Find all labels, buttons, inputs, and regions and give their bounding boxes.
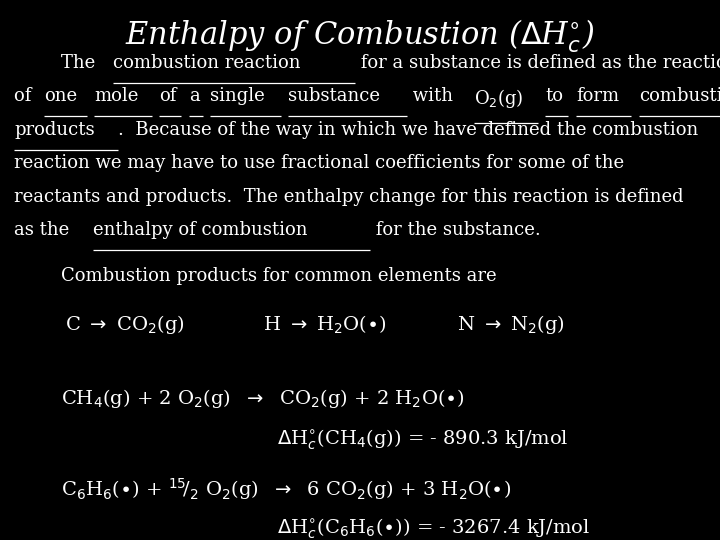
Text: a: a: [189, 87, 199, 105]
Text: of: of: [14, 87, 37, 105]
Text: to: to: [545, 87, 563, 105]
Text: combustion reaction: combustion reaction: [113, 54, 300, 72]
Text: Combustion products for common elements are: Combustion products for common elements …: [61, 267, 497, 285]
Text: single: single: [210, 87, 265, 105]
Text: mole: mole: [94, 87, 139, 105]
Text: C$_6$H$_6$($\bullet$) + $^{15}$$\!$/$_2$ O$_2$(g)  $\rightarrow$  6 CO$_2$(g) + : C$_6$H$_6$($\bullet$) + $^{15}$$\!$/$_2$…: [61, 476, 511, 502]
Text: .  Because of the way in which we have defined the combustion: . Because of the way in which we have de…: [118, 121, 698, 139]
Text: for the substance.: for the substance.: [370, 221, 541, 239]
Text: The: The: [61, 54, 102, 72]
Text: CH$_4$(g) + 2 O$_2$(g)  $\rightarrow$  CO$_2$(g) + 2 H$_2$O($\bullet$): CH$_4$(g) + 2 O$_2$(g) $\rightarrow$ CO$…: [61, 387, 465, 410]
Text: substance: substance: [288, 87, 380, 105]
Text: $\Delta$H$^{\circ}_{c}$(CH$_4$(g)) = - 890.3 kJ/mol: $\Delta$H$^{\circ}_{c}$(CH$_4$(g)) = - 8…: [277, 427, 569, 452]
Text: O$_2$(g): O$_2$(g): [474, 87, 523, 111]
Text: reaction we may have to use fractional coefficients for some of the: reaction we may have to use fractional c…: [14, 154, 624, 172]
Text: Enthalpy of Combustion ($\Delta$H$^{\circ}_{c}$): Enthalpy of Combustion ($\Delta$H$^{\cir…: [125, 17, 595, 55]
Text: one: one: [44, 87, 77, 105]
Text: N $\rightarrow$ N$_2$(g): N $\rightarrow$ N$_2$(g): [457, 313, 565, 336]
Text: of: of: [159, 87, 176, 105]
Text: products: products: [14, 121, 95, 139]
Text: C $\rightarrow$ CO$_2$(g): C $\rightarrow$ CO$_2$(g): [65, 313, 184, 336]
Text: as the: as the: [14, 221, 76, 239]
Text: with: with: [407, 87, 459, 105]
Text: reactants and products.  The enthalpy change for this reaction is defined: reactants and products. The enthalpy cha…: [14, 188, 684, 206]
Text: H $\rightarrow$ H$_2$O($\bullet$): H $\rightarrow$ H$_2$O($\bullet$): [263, 313, 387, 336]
Text: combustion: combustion: [639, 87, 720, 105]
Text: enthalpy of combustion: enthalpy of combustion: [93, 221, 307, 239]
Text: for a substance is defined as the reaction: for a substance is defined as the reacti…: [355, 54, 720, 72]
Text: form: form: [576, 87, 619, 105]
Text: $\Delta$H$^{\circ}_{c}$(C$_6$H$_6$($\bullet$)) = - 3267.4 kJ/mol: $\Delta$H$^{\circ}_{c}$(C$_6$H$_6$($\bul…: [277, 516, 590, 540]
